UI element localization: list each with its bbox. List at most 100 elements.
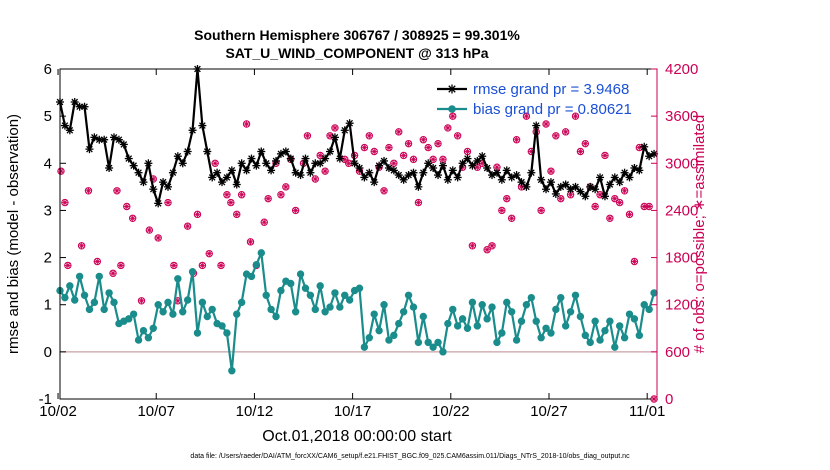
obs-count-point xyxy=(264,194,272,203)
rmse-point xyxy=(571,182,580,191)
obs-count-point xyxy=(571,112,580,120)
bias-point xyxy=(650,289,658,297)
bias-point xyxy=(183,296,192,304)
bias-point xyxy=(581,331,590,340)
obs-count-point xyxy=(321,167,329,175)
x-tick-label: 10/07 xyxy=(137,403,175,420)
obs-count-point xyxy=(246,238,255,246)
obs-count-point xyxy=(561,128,570,136)
bias-point xyxy=(85,305,94,314)
rmse-point xyxy=(129,161,138,170)
bias-point xyxy=(345,296,354,304)
bias-point xyxy=(620,334,629,342)
obs-count-point xyxy=(576,147,585,156)
bias-point xyxy=(630,315,639,323)
bias-point xyxy=(174,275,182,283)
legend-rmse-label: rmse grand pr = 3.9468 xyxy=(473,81,629,98)
rmse-point xyxy=(438,161,447,170)
bias-point xyxy=(154,301,162,309)
y-axis-right-label: # of obs: o=possible; ∗=assimilated xyxy=(691,115,708,354)
obs-count-point xyxy=(145,226,154,234)
rmse-point xyxy=(168,168,177,177)
bias-point xyxy=(267,305,275,314)
rmse-point xyxy=(492,168,501,177)
rmse-point xyxy=(355,164,364,172)
rmse-point xyxy=(522,182,531,191)
obs-count-point xyxy=(316,151,324,160)
rmse-point xyxy=(144,159,153,168)
bias-point xyxy=(336,303,344,311)
bias-point xyxy=(532,317,540,325)
obs-count-point xyxy=(620,187,629,195)
bias-point xyxy=(625,310,634,318)
obs-count-point xyxy=(596,191,604,199)
bias-point xyxy=(110,298,118,307)
rmse-point xyxy=(335,154,344,163)
rmse-point xyxy=(546,178,555,187)
bias-point xyxy=(395,319,403,328)
rmse-point xyxy=(610,173,619,182)
obs-count-point xyxy=(404,139,413,148)
y-tick-label: 1 xyxy=(44,297,52,314)
bias-point xyxy=(453,322,462,330)
rmse-point xyxy=(640,142,649,151)
obs-count-point xyxy=(109,269,117,277)
obs-count-point xyxy=(154,234,162,242)
obs-count-point xyxy=(395,128,403,136)
rmse-point xyxy=(203,147,212,156)
rmse-point xyxy=(237,159,246,168)
bias-point xyxy=(272,312,280,321)
rmse-point xyxy=(394,171,403,180)
rmse-point xyxy=(321,154,330,163)
rmse-point xyxy=(448,166,457,175)
bias-point xyxy=(542,324,550,332)
obs-count-point xyxy=(233,210,241,219)
rmse-point xyxy=(620,168,629,177)
bias-point xyxy=(424,338,432,347)
obs-count-point xyxy=(117,261,125,270)
bias-point xyxy=(429,343,437,351)
rmse-point xyxy=(380,156,389,165)
rmse-point xyxy=(600,192,609,201)
bias-point xyxy=(360,343,369,351)
bias-point xyxy=(355,284,364,292)
obs-count-point xyxy=(331,124,339,132)
rmse-point xyxy=(252,161,261,170)
obs-count-point xyxy=(444,124,452,132)
rmse-point xyxy=(296,171,305,180)
rmse-point xyxy=(70,98,79,106)
obs-count-point xyxy=(522,112,531,120)
bias-point xyxy=(615,322,624,330)
bias-point xyxy=(125,315,133,323)
y-tick-label: 3 xyxy=(44,202,52,219)
obs-count-point xyxy=(463,147,472,156)
bias-point xyxy=(365,334,374,342)
obs-count-point xyxy=(370,147,378,156)
obs-count-point xyxy=(326,132,334,140)
bias-point xyxy=(419,312,428,321)
rmse-point xyxy=(537,175,546,184)
rmse-point xyxy=(326,147,335,156)
bias-point xyxy=(606,317,614,325)
obs-count-point xyxy=(390,159,398,167)
bias-point xyxy=(463,324,472,332)
rmse-point xyxy=(542,185,551,194)
y-tick-label: -1 xyxy=(39,391,52,408)
bias-point xyxy=(237,298,246,307)
bias-point xyxy=(493,338,501,347)
bias-point xyxy=(473,322,482,330)
bias-point xyxy=(228,367,236,375)
rmse-point xyxy=(443,175,452,184)
bias-point xyxy=(247,272,256,281)
bias-point xyxy=(301,284,310,292)
rmse-point xyxy=(272,156,281,165)
obs-count-point xyxy=(193,210,202,219)
obs-count-point xyxy=(591,202,599,211)
bias-point xyxy=(144,334,153,342)
obs-count-point xyxy=(439,155,447,164)
rmse-point xyxy=(561,180,570,189)
obs-count-point xyxy=(625,210,634,219)
bias-point xyxy=(385,336,393,344)
obs-count-point xyxy=(360,143,369,152)
y-right-tick-label: 1800 xyxy=(665,250,698,267)
